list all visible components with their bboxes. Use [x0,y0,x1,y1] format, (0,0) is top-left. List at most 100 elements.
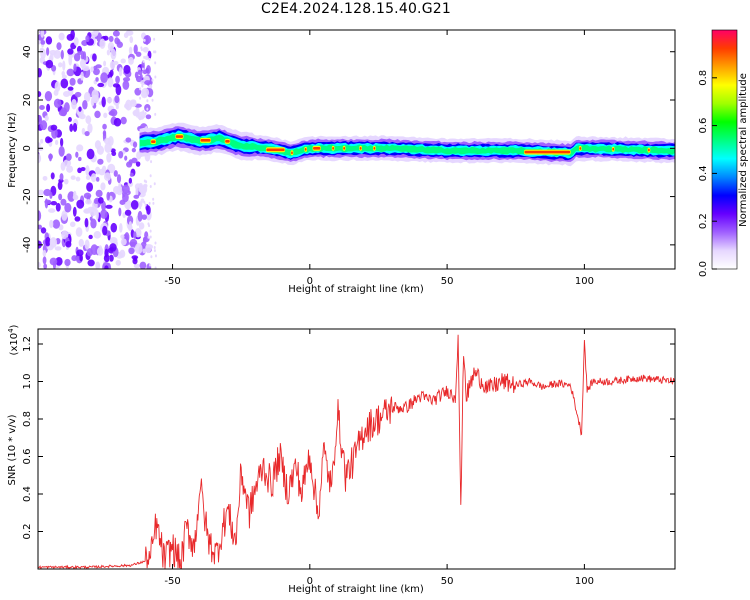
noise-blob [120,234,125,239]
noise-blob [46,47,50,56]
noise-blob [93,199,99,204]
noise-blob [89,216,93,221]
noise-blob [111,151,117,157]
noise-blob [66,165,74,173]
noise-blob [140,46,143,50]
noise-blob [38,210,42,222]
noise-blob [124,155,128,161]
noise-blob [83,91,91,103]
noise-blob [38,153,42,164]
noise-blob [143,55,146,59]
noise-blob [148,57,151,61]
snr-scale-note: (x104) [7,324,20,355]
noise-region [38,30,157,269]
colorbar-label: Normalized spectral amplitude [738,73,749,227]
noise-blob [75,227,83,237]
noise-blob [64,258,71,267]
noise-blob [103,35,109,41]
noise-blob [143,179,146,183]
x-tick-label: 50 [441,276,454,287]
noise-blob [73,190,77,200]
noise-blob [50,172,55,180]
noise-blob [143,200,146,204]
noise-blob [106,49,110,56]
noise-blob [97,82,105,88]
noise-blob [120,116,127,125]
noise-blob [145,114,152,120]
noise-blob [42,175,48,181]
noise-blob [149,235,152,239]
noise-blob [78,156,82,162]
noise-blob [40,138,44,144]
noise-blob [110,48,117,60]
noise-blob [108,35,114,43]
noise-blob [91,89,99,101]
noise-blob [87,123,93,134]
noise-blob [130,199,139,210]
noise-blob [73,53,81,62]
noise-blob [45,36,53,45]
noise-blob [61,70,66,77]
noise-blob [115,104,119,110]
noise-blob [68,54,73,66]
colorbar: 0.0 0.2 0.4 0.6 0.8 Normalized spectral ampl… [698,29,749,277]
noise-blob [144,231,149,240]
band-hotspot-core [175,135,184,138]
noise-blob [90,218,97,229]
noise-blob [110,222,118,233]
y-tick-label: 40 [22,45,33,58]
noise-blob [50,124,58,131]
noise-blob [153,182,156,186]
noise-blob [120,238,127,246]
noise-blob [61,210,68,221]
noise-blob [144,88,147,92]
noise-blob [40,40,46,45]
y-tick-label: 0 [22,145,33,151]
noise-blob [133,194,140,199]
noise-blob [80,50,85,61]
noise-blob [120,58,126,64]
noise-blob [74,91,82,98]
band-hotspot-core [579,147,582,150]
noise-blob [55,202,61,212]
spectrogram-panel: -50 0 50 100 -40 -20 0 20 40 Height of straight… [7,29,676,295]
snr-y-label: SNR (10 * v/v) [7,414,18,485]
noise-blob [42,249,47,257]
noise-blob [122,192,129,203]
noise-blob [139,206,142,210]
snr-series-line [38,334,675,569]
noise-blob [101,200,107,212]
band-hotspot-core [332,146,335,150]
noise-blob [45,236,51,247]
noise-blob [113,170,118,177]
noise-blob [143,38,146,42]
noise-blob [93,231,102,239]
noise-blob [133,44,138,55]
noise-blob [101,96,106,108]
noise-blob [139,261,147,269]
noise-blob [95,64,102,69]
noise-blob [112,83,120,88]
noise-blob [144,80,152,86]
noise-blob [99,38,106,49]
band-hotspot-core [151,140,156,143]
noise-blob [149,263,152,267]
noise-blob [129,100,137,107]
noise-blob [128,159,133,166]
noise-blob [49,49,57,56]
band-hotspot-core [612,147,615,151]
noise-blob [44,115,49,121]
noise-blob [149,185,152,189]
noise-blob [40,227,47,234]
noise-blob [141,67,144,71]
noise-blob [95,261,101,269]
noise-blob [65,241,72,248]
snr-frame [37,328,676,570]
noise-blob [142,248,147,254]
noise-blob [78,106,82,112]
noise-blob [115,75,120,84]
noise-blob [105,204,113,209]
noise-blob [67,116,72,123]
noise-blob [63,159,72,167]
